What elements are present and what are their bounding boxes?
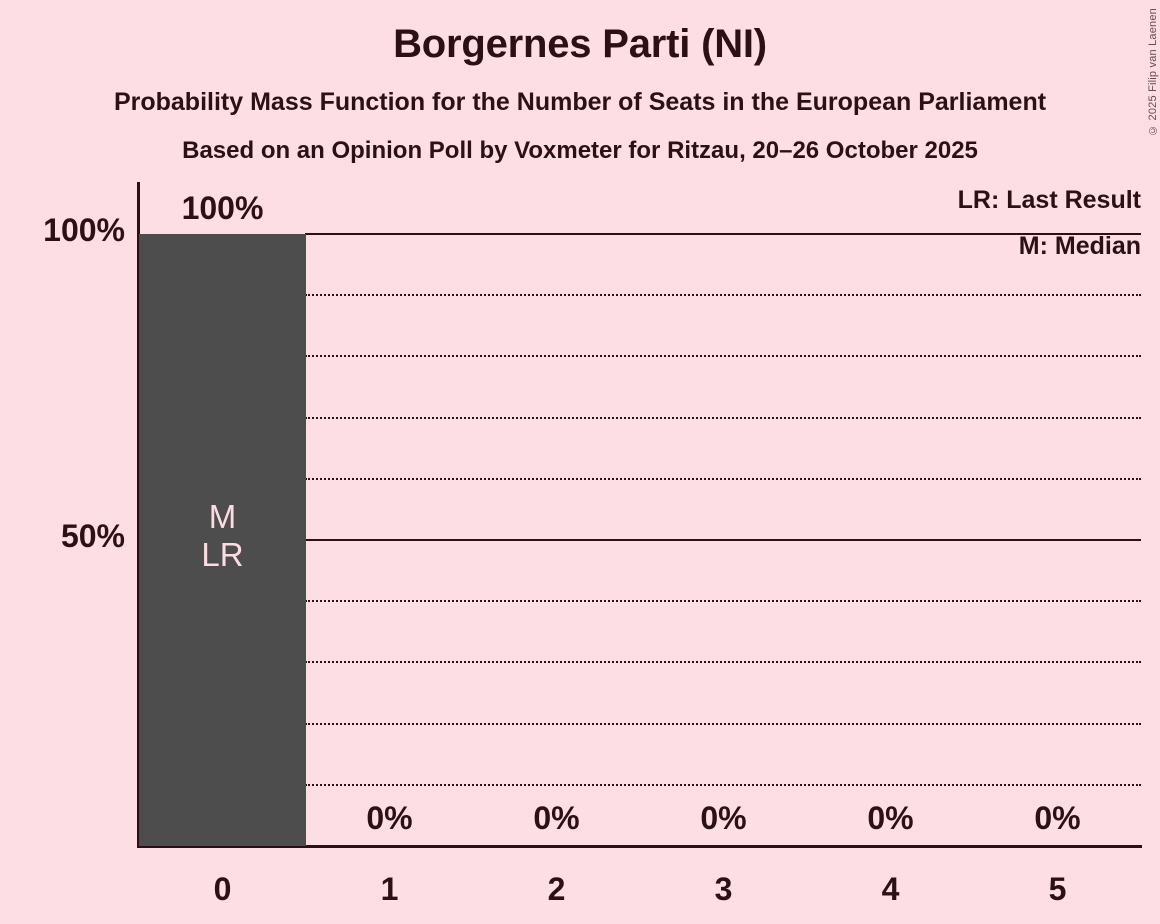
- x-axis-label-1: 1: [380, 871, 399, 907]
- chart-subtitle: Probability Mass Function for the Number…: [113, 88, 1047, 116]
- x-axis-label-0: 0: [213, 871, 232, 907]
- x-axis-line: [137, 845, 1142, 848]
- gridline-dotted-40: [305, 600, 1141, 603]
- gridline-solid-50: [305, 539, 1141, 541]
- x-axis-label-2: 2: [547, 871, 566, 907]
- y-axis-label-100: 100%: [43, 212, 125, 248]
- bar-value-label-3: 0%: [700, 800, 747, 836]
- bar-value-label-4: 0%: [867, 800, 914, 836]
- annotation-m: M: [208, 498, 237, 535]
- annotation-lr: LR: [201, 536, 244, 573]
- x-axis-label-3: 3: [714, 871, 733, 907]
- y-axis-label-50: 50%: [60, 518, 125, 554]
- bar-value-label-0: 100%: [181, 190, 264, 226]
- gridline-dotted-90: [305, 294, 1141, 297]
- gridline-dotted-20: [305, 722, 1141, 725]
- gridline-dotted-80: [305, 355, 1141, 358]
- x-axis-label-5: 5: [1048, 871, 1067, 907]
- bar-seat-0: M LR: [139, 234, 306, 846]
- chart-source-subtitle: Based on an Opinion Poll by Voxmeter for…: [182, 137, 978, 164]
- gridline-dotted-10: [305, 783, 1141, 786]
- y-axis-line: [137, 182, 140, 848]
- gridline-solid-100: [305, 233, 1141, 235]
- bar-annotation-0: M LR: [139, 498, 306, 574]
- gridline-dotted-30: [305, 661, 1141, 664]
- legend-last-result: LR: Last Result: [957, 186, 1141, 214]
- bar-value-label-1: 0%: [366, 800, 413, 836]
- gridline-dotted-70: [305, 416, 1141, 419]
- x-axis-label-4: 4: [881, 871, 900, 907]
- chart-title: Borgernes Parti (NI): [393, 22, 767, 66]
- copyright-notice: © 2025 Filip van Laenen: [1147, 8, 1159, 136]
- legend-median: M: Median: [1018, 232, 1141, 260]
- gridline-dotted-60: [305, 477, 1141, 480]
- bar-value-label-5: 0%: [1034, 800, 1081, 836]
- bar-value-label-2: 0%: [533, 800, 580, 836]
